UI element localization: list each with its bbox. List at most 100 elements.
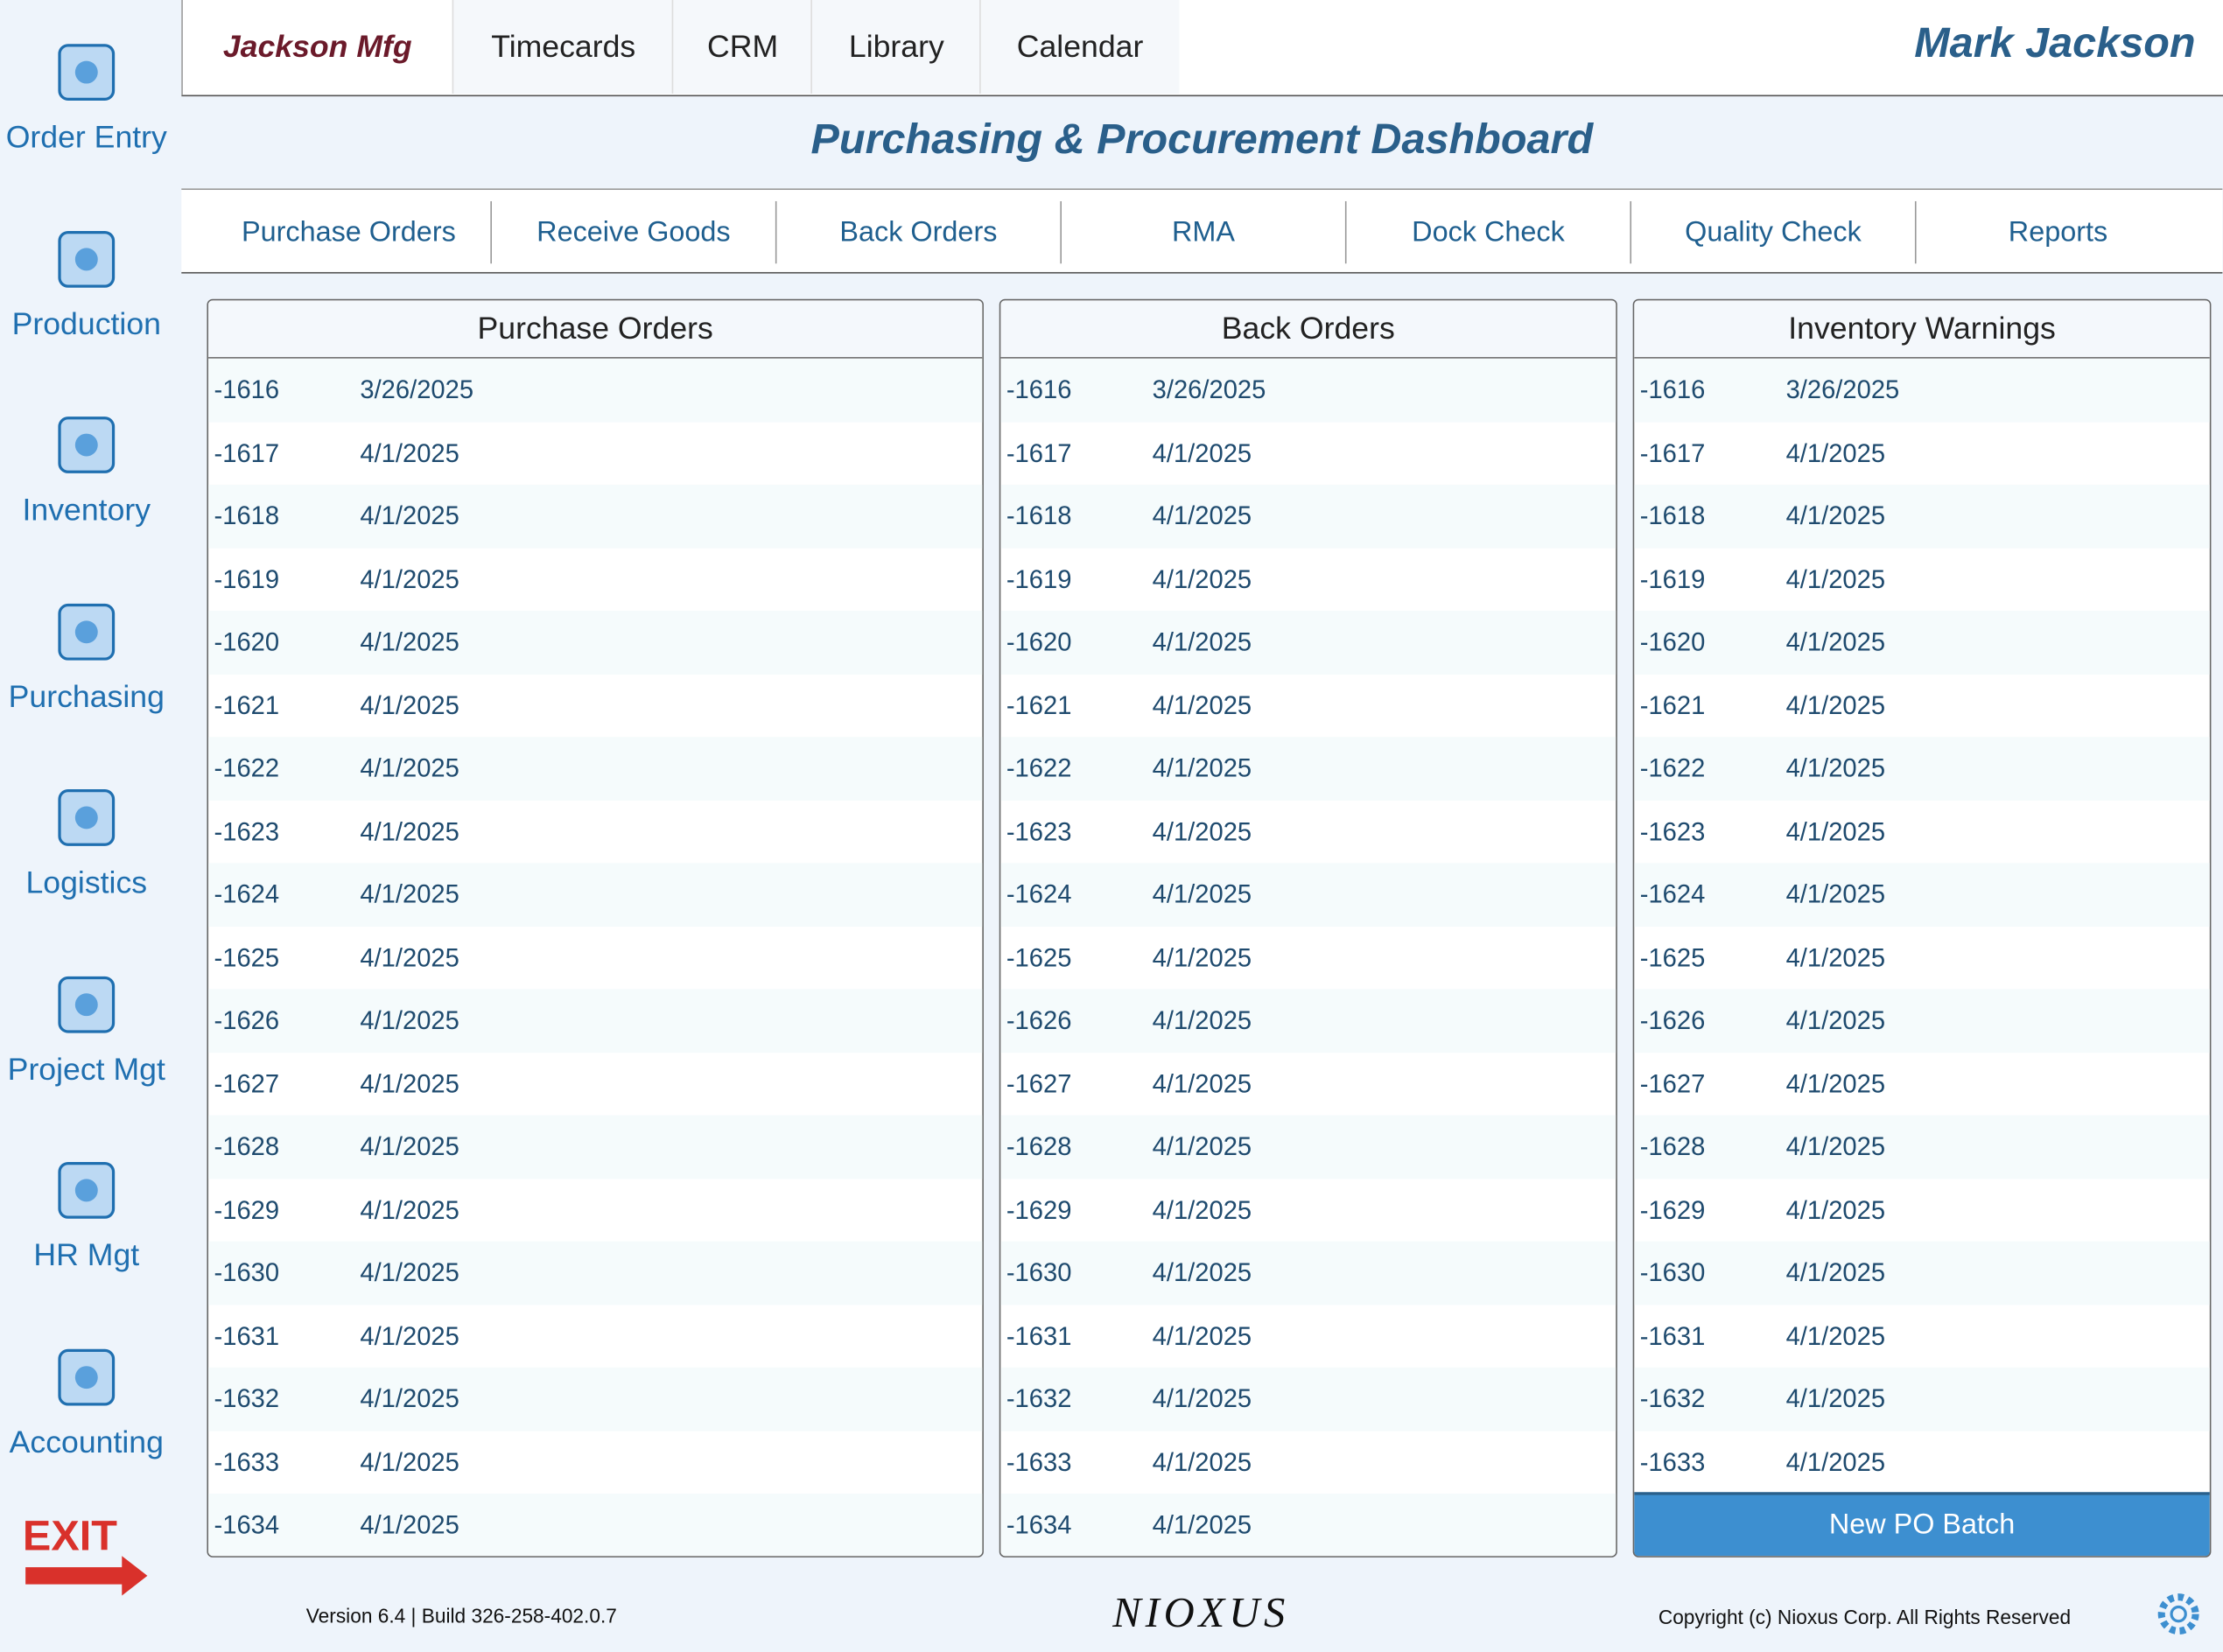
company[interactable]: Jackson Mfg xyxy=(182,0,452,94)
panel-title: Purchase Orders xyxy=(208,300,983,359)
row-id: -1625 xyxy=(1006,942,1072,972)
nav-item[interactable]: HR Mgt xyxy=(33,1236,140,1273)
nav-icon xyxy=(58,1348,116,1405)
list-row[interactable]: -1622 4/1/2025 xyxy=(1000,737,1616,801)
list-row[interactable]: -1631 4/1/2025 xyxy=(1634,1305,2210,1368)
list-row[interactable]: -1623 4/1/2025 xyxy=(1634,800,2210,863)
list-row[interactable]: -1626 4/1/2025 xyxy=(208,989,983,1053)
sub-tab[interactable]: Reports xyxy=(2008,216,2108,248)
list-row[interactable]: -1633 4/1/2025 xyxy=(1634,1431,2210,1494)
list-row[interactable]: -1627 4/1/2025 xyxy=(1000,1052,1616,1115)
top-tab[interactable]: Timecards xyxy=(452,0,674,94)
list-row[interactable]: -1632 4/1/2025 xyxy=(1000,1367,1616,1431)
nav-item[interactable]: Inventory xyxy=(22,491,151,528)
list-row[interactable]: -1621 4/1/2025 xyxy=(1000,674,1616,737)
nav-item[interactable]: Project Mgt xyxy=(7,1050,165,1087)
nav-item[interactable]: Accounting xyxy=(9,1423,164,1460)
list-row[interactable]: -1634 4/1/2025 xyxy=(1000,1493,1616,1557)
list-row[interactable]: -1631 4/1/2025 xyxy=(208,1305,982,1368)
list-row[interactable]: -1630 4/1/2025 xyxy=(1634,1241,2210,1305)
list-row[interactable]: -1628 4/1/2025 xyxy=(1634,1115,2210,1179)
list-row[interactable]: -1619 4/1/2025 xyxy=(208,548,982,611)
list-row[interactable]: -1629 4/1/2025 xyxy=(208,1179,982,1242)
row-id: -1633 xyxy=(214,1447,280,1476)
list-row[interactable]: -1628 4/1/2025 xyxy=(208,1115,983,1179)
list-row[interactable]: -1618 4/1/2025 xyxy=(208,484,983,548)
list-row[interactable]: -1622 4/1/2025 xyxy=(1634,737,2210,801)
list-row[interactable]: -1621 4/1/2025 xyxy=(1634,674,2210,737)
list-row[interactable]: -1620 4/1/2025 xyxy=(1634,611,2210,675)
list-row[interactable]: -1626 4/1/2025 xyxy=(1634,989,2210,1053)
nav-item[interactable]: Order Entry xyxy=(5,119,167,155)
panel-title: Inventory Warnings xyxy=(1634,300,2210,359)
list-row[interactable]: -1625 4/1/2025 xyxy=(1000,926,1616,989)
list-row[interactable]: -1626 4/1/2025 xyxy=(1000,989,1616,1053)
list-row[interactable]: -1629 4/1/2025 xyxy=(1634,1179,2210,1242)
list-row[interactable]: -1616 3/26/2025 xyxy=(1000,358,1616,422)
sub-tab[interactable]: Receive Goods xyxy=(492,200,777,264)
list-row[interactable]: -1620 4/1/2025 xyxy=(208,611,983,675)
nav-item[interactable]: Production xyxy=(11,305,161,341)
row-id: -1630 xyxy=(1639,1258,1706,1287)
row-date: 4/1/2025 xyxy=(1152,1195,1252,1224)
row-id: -1617 xyxy=(1006,438,1072,467)
list-row[interactable]: -1619 4/1/2025 xyxy=(1000,548,1616,611)
new-po-batch-button[interactable]: New PO Batch xyxy=(1634,1492,2210,1557)
logo: NIOXUS xyxy=(1112,1590,1290,1637)
row-date: 4/1/2025 xyxy=(360,627,459,656)
list-row[interactable]: -1623 4/1/2025 xyxy=(1000,800,1616,863)
row-date: 4/1/2025 xyxy=(1152,1131,1252,1161)
exit-label[interactable]: EXIT xyxy=(22,1513,117,1561)
list-row[interactable]: -1622 4/1/2025 xyxy=(208,737,983,801)
list-row[interactable]: -1617 4/1/2025 xyxy=(208,422,982,485)
row-date: 4/1/2025 xyxy=(360,1258,459,1287)
top-tab[interactable]: Library xyxy=(810,0,981,94)
top-tab[interactable]: CRM xyxy=(671,0,812,94)
row-date: 4/1/2025 xyxy=(1152,438,1252,467)
row-id: -1632 xyxy=(214,1384,280,1413)
list-row[interactable]: -1624 4/1/2025 xyxy=(1000,863,1616,927)
row-date: 4/1/2025 xyxy=(360,816,459,846)
list-row[interactable]: -1624 4/1/2025 xyxy=(1634,863,2210,927)
list-row[interactable]: -1633 4/1/2025 xyxy=(208,1431,982,1494)
list-row[interactable]: -1627 4/1/2025 xyxy=(208,1052,982,1115)
list-row[interactable]: -1618 4/1/2025 xyxy=(1634,484,2210,548)
top-tab[interactable]: Calendar xyxy=(979,0,1180,94)
row-date: 3/26/2025 xyxy=(1152,375,1266,404)
list-row[interactable]: -1617 4/1/2025 xyxy=(1634,422,2210,485)
sub-tab[interactable]: RMA xyxy=(1062,200,1347,264)
list-row[interactable]: -1631 4/1/2025 xyxy=(1000,1305,1616,1368)
nav-item[interactable]: Purchasing xyxy=(8,677,165,714)
row-date: 4/1/2025 xyxy=(360,942,459,972)
nav-item[interactable]: Logistics xyxy=(25,864,148,900)
list-row[interactable]: -1630 4/1/2025 xyxy=(1000,1241,1616,1305)
list-row[interactable]: -1617 4/1/2025 xyxy=(1000,422,1616,485)
settings-icon[interactable] xyxy=(2155,1590,2203,1638)
list-row[interactable]: -1621 4/1/2025 xyxy=(208,674,982,737)
sub-tab[interactable]: Dock Check xyxy=(1347,200,1632,264)
list-row[interactable]: -1623 4/1/2025 xyxy=(208,800,982,863)
row-date: 4/1/2025 xyxy=(1152,1384,1252,1413)
list-row[interactable]: -1627 4/1/2025 xyxy=(1634,1052,2210,1115)
list-row[interactable]: -1630 4/1/2025 xyxy=(208,1241,983,1305)
sub-tab[interactable]: Quality Check xyxy=(1631,200,1917,264)
sub-tab[interactable]: Back Orders xyxy=(776,200,1062,264)
list-row[interactable]: -1632 4/1/2025 xyxy=(208,1367,983,1431)
list-row[interactable]: -1625 4/1/2025 xyxy=(208,926,982,989)
page-title: Purchasing & Procurement Dashboard xyxy=(810,116,1594,164)
list-row[interactable]: -1616 3/26/2025 xyxy=(1634,358,2210,422)
list-row[interactable]: -1625 4/1/2025 xyxy=(1634,926,2210,989)
list-row[interactable]: -1624 4/1/2025 xyxy=(208,863,983,927)
list-row[interactable]: -1620 4/1/2025 xyxy=(1000,611,1616,675)
list-row[interactable]: -1633 4/1/2025 xyxy=(1000,1431,1616,1494)
row-id: -1632 xyxy=(1639,1384,1706,1413)
list-row[interactable]: -1616 3/26/2025 xyxy=(208,358,983,422)
list-row[interactable]: -1618 4/1/2025 xyxy=(1000,484,1616,548)
list-row[interactable]: -1619 4/1/2025 xyxy=(1634,548,2210,611)
list-row[interactable]: -1628 4/1/2025 xyxy=(1000,1115,1616,1179)
list-row[interactable]: -1632 4/1/2025 xyxy=(1634,1367,2210,1431)
sub-tab[interactable]: Purchase Orders xyxy=(207,200,492,264)
list-row[interactable]: -1634 4/1/2025 xyxy=(208,1493,983,1557)
row-id: -1628 xyxy=(214,1131,280,1161)
list-row[interactable]: -1629 4/1/2025 xyxy=(1000,1179,1616,1242)
